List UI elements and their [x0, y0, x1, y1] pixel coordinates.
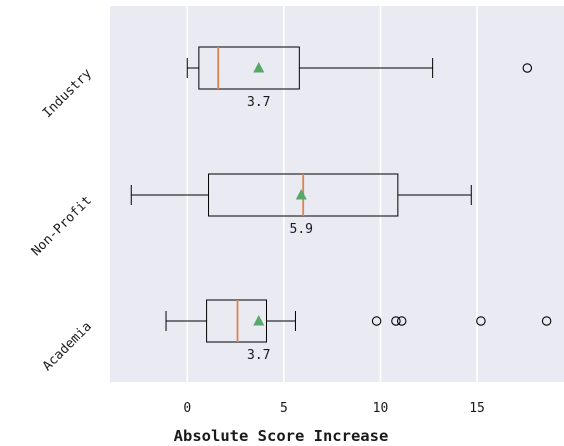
iqr-box-academia	[206, 299, 267, 343]
outlier-academia-4	[541, 316, 552, 326]
x-tick-label-15: 15	[469, 401, 485, 416]
iqr-box-industry	[198, 46, 300, 90]
mean-marker-non-profit	[295, 189, 307, 200]
x-tick-labels: 0 5 10 15	[183, 401, 485, 416]
box-industry: 3.7	[186, 46, 533, 110]
box-non-profit: 5.9	[130, 173, 472, 237]
x-tick-label-10: 10	[373, 401, 389, 416]
category-label-non-profit: Non-Profit	[29, 193, 95, 259]
mean-label-non-profit: 5.9	[290, 222, 313, 237]
outlier-academia-0	[371, 316, 382, 326]
outlier-academia-3	[476, 316, 486, 326]
mean-label-industry: 3.7	[247, 95, 270, 110]
category-labels: Industry Non-Profit Academia	[29, 66, 95, 374]
outlier-industry-0	[522, 63, 533, 73]
x-axis-title: Absolute Score Increase	[174, 427, 389, 445]
category-label-industry: Industry	[40, 66, 95, 121]
x-tick-label-0: 0	[183, 401, 191, 416]
outlier-academia-2	[396, 316, 407, 326]
boxes: 3.7 5.9 3.7	[130, 46, 552, 363]
mean-label-academia: 3.7	[247, 348, 270, 363]
plot-area	[110, 6, 564, 382]
mean-marker-academia	[253, 315, 265, 326]
box-academia: 3.7	[165, 299, 552, 363]
category-label-academia: Academia	[40, 319, 95, 374]
outlier-academia-1	[391, 316, 401, 326]
x-tick-label-5: 5	[280, 401, 288, 416]
mean-marker-industry	[253, 62, 265, 73]
